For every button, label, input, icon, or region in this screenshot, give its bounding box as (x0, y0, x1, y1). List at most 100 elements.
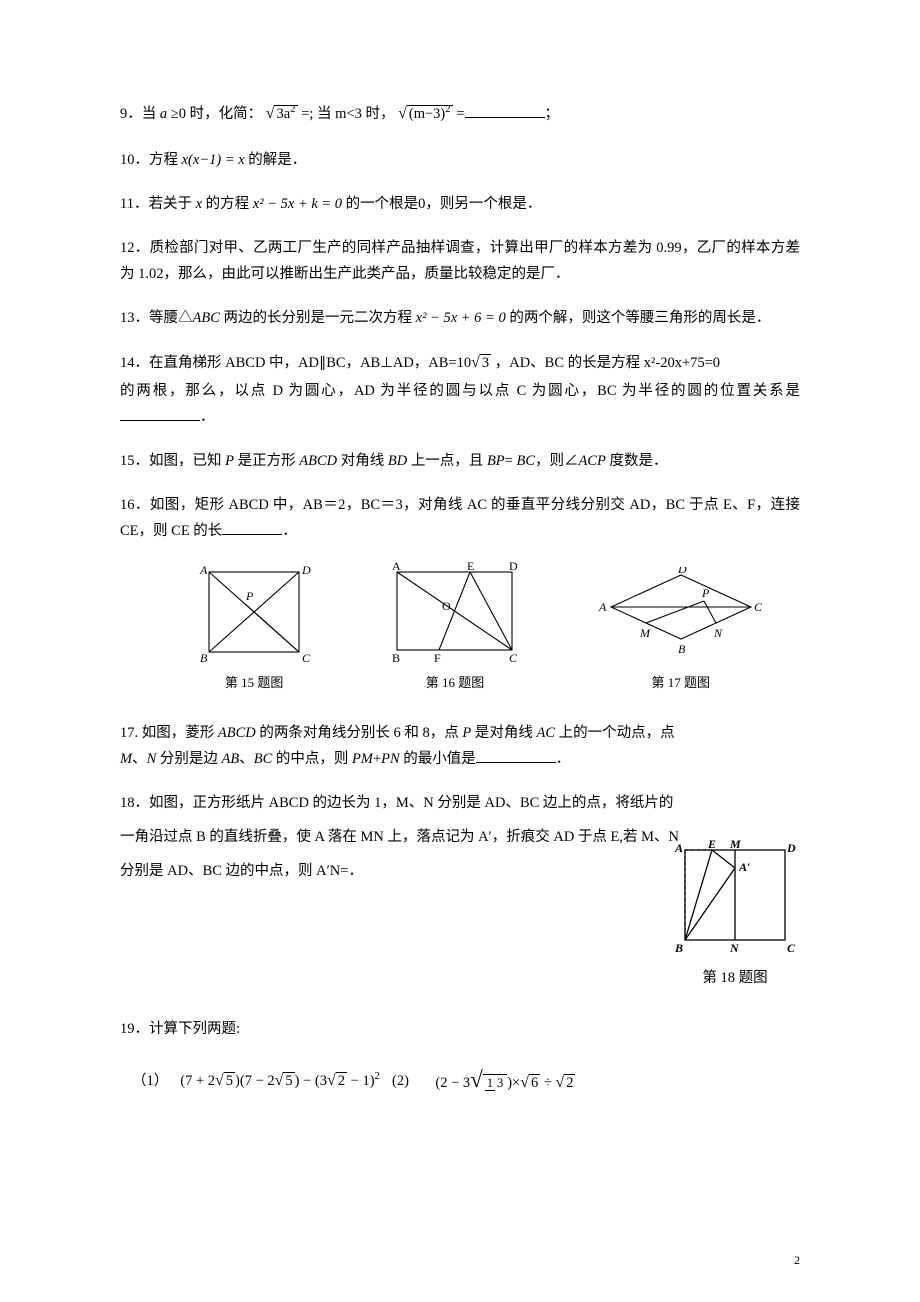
q16-blank (222, 520, 282, 536)
q19-1-p3a: 3 (320, 1073, 327, 1089)
q19-1-p1a: 7 + 2 (185, 1073, 215, 1089)
f15-D: D (301, 563, 311, 577)
figure-18: A E M D A′ B N C 第 18 题图 (670, 840, 800, 991)
q15-bp: BP (487, 453, 505, 469)
question-16: 16．如图，矩形 ABCD 中，AB＝2，BC＝3，对角线 AC 的垂直平分线分… (120, 492, 800, 544)
question-15: 15．如图，已知 P 是正方形 ABCD 对角线 BD 上一点，且 BP= BC… (120, 448, 800, 474)
f17-M: M (639, 626, 651, 640)
sqrt-3a2: √3a2 (266, 100, 298, 129)
q11-expr: x² − 5x + k = 0 (253, 196, 342, 212)
q17-AB: AB (222, 751, 240, 767)
q17-post: ． (556, 751, 571, 767)
q19-1-p2a: 7 − 2 (245, 1073, 275, 1089)
f17-C: C (754, 600, 763, 614)
q15-eq: = (505, 453, 517, 469)
q19-1-r2: 5 (283, 1072, 294, 1089)
q17-sep1: 、 (132, 751, 147, 767)
q11-mid: 的方程 (202, 196, 253, 212)
question-9: 9．当 a ≥0 时，化简： √3a2 =; 当 m<3 时， √(m−3)2 … (120, 100, 800, 129)
q19-2-a: (2 − 3 (435, 1075, 470, 1091)
q9-blank (465, 103, 545, 119)
question-19-expressions: （1） (7 + 2√5)(7 − 2√5) − (3√2 − 1)2 (2) … (132, 1060, 800, 1102)
f16-E: E (467, 562, 474, 573)
q19-1-label: （1） (132, 1068, 168, 1094)
sqrt-3: √3 (471, 349, 491, 378)
q15-m4: ，则∠ (535, 453, 579, 469)
question-11: 11．若关于 x 的方程 x² − 5x + k = 0 的一个根是0，则另一个… (120, 191, 800, 217)
q14-post: ． (200, 409, 215, 425)
f16-D: D (509, 562, 518, 573)
f18-E: E (707, 840, 716, 851)
f17-B: B (678, 642, 686, 656)
f16-O: O (442, 599, 451, 613)
q19-2-r2: 2 (564, 1074, 575, 1091)
q14-blank (120, 405, 200, 421)
q9-cond: ≥0 时，化简： (167, 106, 262, 122)
q17-m3: 上的一个动点，点 (555, 725, 675, 741)
q10-post: 的解是． (245, 152, 307, 168)
f18-B: B (674, 941, 683, 955)
figures-row: A D B C P 第 15 题图 A E (160, 562, 800, 694)
q15-pre: 15．如图，已知 (120, 453, 225, 469)
q9-mid: =; 当 m<3 时， (301, 106, 394, 122)
q15-p: P (225, 453, 234, 469)
q11-pre: 11．若关于 (120, 196, 196, 212)
q19-1-p3b: − 1 (347, 1073, 370, 1089)
figure-17-caption: 第 17 题图 (596, 671, 766, 694)
f16-A: A (392, 562, 401, 573)
q19-2-b: )× (507, 1075, 520, 1091)
q19-1-r1: 5 (224, 1072, 235, 1089)
q19-1-minus: − (299, 1073, 314, 1089)
q17-PN: PN (381, 751, 400, 767)
f16-B: B (392, 651, 400, 665)
question-18: 18．如图，正方形纸片 ABCD 的边长为 1，M、N 分别是 AD、BC 边上… (120, 790, 800, 991)
page: 9．当 a ≥0 时，化简： √3a2 =; 当 m<3 时， √(m−3)2 … (0, 0, 920, 1302)
q13-post: 的两个解，则这个等腰三角形的周长是． (506, 310, 771, 326)
q17-p: P (462, 725, 471, 741)
q17-abcd: ABCD (218, 725, 256, 741)
q16-post: ． (282, 523, 297, 539)
q13-pre: 13．等腰△ (120, 310, 193, 326)
q17-pre: 17. 如图，菱形 (120, 725, 218, 741)
q17-PM: PM (352, 751, 373, 767)
q14-l2: 的两根，那么，以点 D 为圆心，AD 为半径的圆与以点 C 为圆心，BC 为半径… (120, 383, 800, 399)
q15-m1: 是正方形 (234, 453, 299, 469)
q15-bc: BC (516, 453, 535, 469)
q14-rad: 3 (480, 354, 491, 371)
q9-rad2: (m−3) (409, 106, 445, 122)
figure-18-caption: 第 18 题图 (670, 965, 800, 991)
f17-A: A (598, 600, 607, 614)
f17-N: N (713, 626, 723, 640)
q17-m2: 是对角线 (471, 725, 536, 741)
sqrt-m3sq: √(m−3)2 (398, 100, 453, 129)
f18-D: D (786, 841, 796, 855)
q15-abcd: ABCD (299, 453, 337, 469)
f16-C: C (509, 651, 518, 665)
figure-15-caption: 第 15 题图 (194, 671, 314, 694)
q17-plus: + (373, 751, 381, 767)
f18-N: N (729, 941, 740, 955)
q17-N: N (147, 751, 157, 767)
q10-expr: x(x−1) = x (182, 152, 245, 168)
f17-P: P (701, 586, 710, 600)
question-17: 17. 如图，菱形 ABCD 的两条对角线分别长 6 和 8，点 P 是对角线 … (120, 720, 800, 772)
q15-m3: 上一点，且 (407, 453, 487, 469)
q10-pre: 10．方程 (120, 152, 182, 168)
q15-m2: 对角线 (337, 453, 388, 469)
q19-2-c: ÷ (540, 1075, 555, 1091)
q17-ac: AC (536, 725, 555, 741)
f18-Ap: A′ (738, 860, 750, 874)
f18-C: C (787, 941, 796, 955)
q15-post: 度数是． (606, 453, 668, 469)
q14-l1b: ，AD、BC 的长是方程 x²-20x+75=0 (491, 355, 720, 371)
f15-C: C (302, 651, 311, 665)
question-14: 14．在直角梯形 ABCD 中，AD∥BC，AB⊥AD，AB=10√3 ，AD、… (120, 349, 800, 430)
page-number: 2 (794, 1250, 800, 1272)
q19-1-expr: (7 + 2√5)(7 − 2√5) − (3√2 − 1)2 (180, 1067, 380, 1096)
q17-m5: 的中点，则 (272, 751, 352, 767)
question-13: 13．等腰△ABC 两边的长分别是一元二次方程 x² − 5x + 6 = 0 … (120, 305, 800, 331)
q15-acp: ACP (579, 453, 606, 469)
q9-pre: 9．当 (120, 106, 160, 122)
q17-BC: BC (254, 751, 273, 767)
q17-m6: 的最小值是 (400, 751, 476, 767)
